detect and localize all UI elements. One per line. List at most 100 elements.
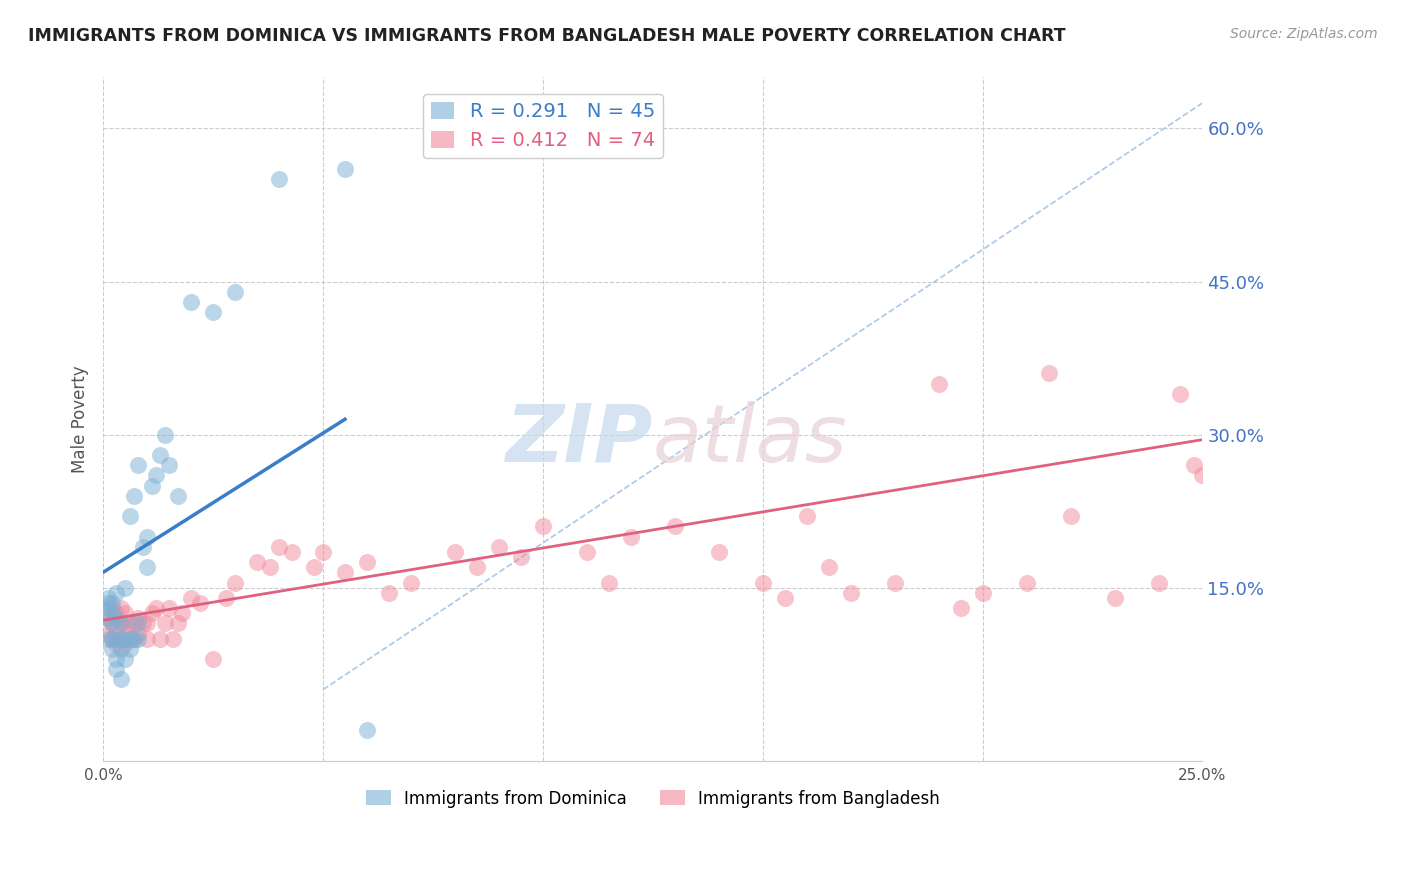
Point [145,468,167,483]
Point [110,616,132,631]
Point [172,606,194,620]
Point [105,622,128,636]
Point [839,585,862,599]
Point [356,723,378,738]
Point [162,632,184,646]
Point [149,632,172,646]
Point [267,172,290,186]
Point [122,616,145,631]
Point [110,616,132,631]
Point [356,555,378,569]
Point [101,596,124,610]
Point [302,560,325,574]
Point [180,294,202,309]
Point [122,489,145,503]
Point [664,519,686,533]
Point [122,632,145,646]
Point [96,626,118,640]
Point [101,616,124,631]
Point [707,545,730,559]
Point [118,641,141,656]
Point [1182,458,1205,472]
Point [1170,386,1192,401]
Point [817,560,839,574]
Point [224,285,246,299]
Point [114,606,136,620]
Point [157,458,180,472]
Point [972,585,994,599]
Point [224,575,246,590]
Y-axis label: Male Poverty: Male Poverty [72,366,89,473]
Point [105,662,128,676]
Point [153,616,176,631]
Point [118,616,141,631]
Point [127,616,149,631]
Point [96,611,118,625]
Point [105,637,128,651]
Point [1199,438,1222,452]
Point [114,652,136,666]
Point [378,585,401,599]
Point [110,632,132,646]
Point [773,591,796,605]
Point [101,632,124,646]
Point [101,601,124,615]
Point [598,575,620,590]
Point [1015,575,1038,590]
Point [114,581,136,595]
Point [167,489,190,503]
Point [96,601,118,615]
Point [1191,468,1213,483]
Point [105,611,128,625]
Point [122,632,145,646]
Point [114,622,136,636]
Point [949,601,972,615]
Point [399,575,422,590]
Point [110,601,132,615]
Point [96,596,118,610]
Text: ZIP: ZIP [505,401,652,479]
Point [136,560,159,574]
Point [110,641,132,656]
Text: IMMIGRANTS FROM DOMINICA VS IMMIGRANTS FROM BANGLADESH MALE POVERTY CORRELATION : IMMIGRANTS FROM DOMINICA VS IMMIGRANTS F… [28,27,1066,45]
Point [509,549,531,564]
Point [127,632,149,646]
Point [312,545,335,559]
Point [575,545,598,559]
Point [167,616,190,631]
Point [928,376,950,391]
Point [96,632,118,646]
Point [620,530,643,544]
Point [118,632,141,646]
Point [101,616,124,631]
Point [188,596,211,610]
Text: atlas: atlas [652,401,848,479]
Point [1038,367,1060,381]
Point [118,632,141,646]
Point [136,616,159,631]
Point [202,305,225,319]
Point [1059,509,1081,524]
Point [105,585,128,599]
Point [136,632,159,646]
Point [488,540,510,554]
Point [145,601,167,615]
Point [180,591,202,605]
Point [110,673,132,687]
Point [114,632,136,646]
Text: Source: ZipAtlas.com: Source: ZipAtlas.com [1230,27,1378,41]
Point [531,519,554,533]
Point [149,448,172,462]
Point [465,560,488,574]
Point [114,637,136,651]
Point [110,632,132,646]
Point [131,616,153,631]
Point [96,611,118,625]
Point [96,591,118,605]
Point [333,566,356,580]
Point [141,478,163,492]
Point [101,632,124,646]
Point [333,162,356,177]
Point [1104,591,1126,605]
Point [246,555,269,569]
